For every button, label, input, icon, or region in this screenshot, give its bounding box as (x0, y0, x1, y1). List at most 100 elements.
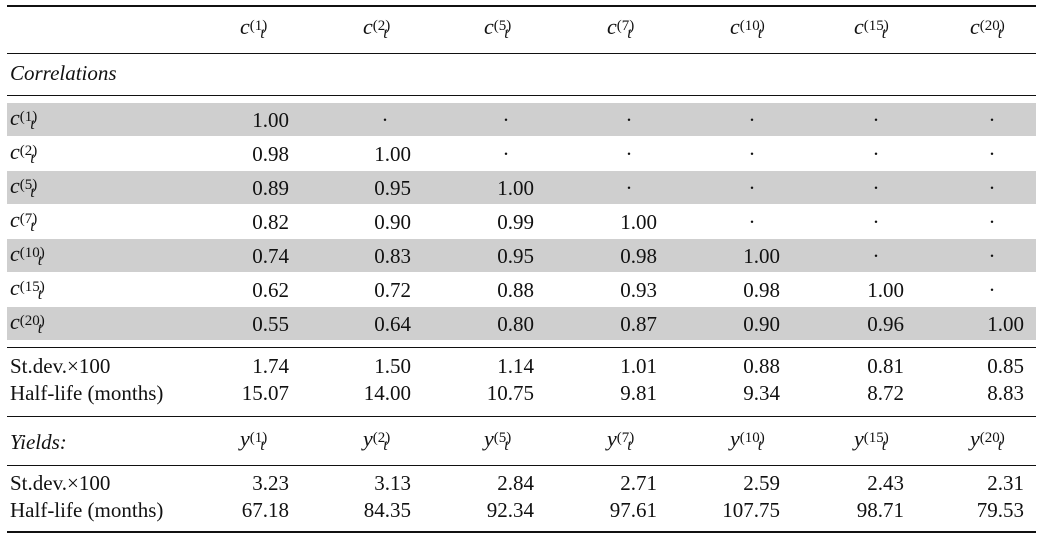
yield-stat-cell: 3.23 (252, 471, 289, 495)
factor-stat-cell: 8.72 (867, 381, 904, 405)
header-col-3: c(5)t (484, 14, 544, 42)
yield-stat-cell: 107.75 (722, 498, 780, 522)
yields-header-row: Yields: y(1)t y(2)t y(5)t y(7)t y(10)t y(15)t y… (7, 420, 1036, 464)
correlation-cell: 0.89 (252, 176, 289, 200)
yield-stat-row: Half-life (months) 67.18 84.35 92.34 97.61 10… (7, 498, 1036, 524)
header-col-2-sub: t (383, 25, 388, 42)
yields-col-3-sub: t (504, 437, 509, 454)
correlation-cell: 1.00 (867, 278, 904, 302)
correlation-cell: 0.98 (743, 278, 780, 302)
header-col-7: c(20)t (970, 14, 1030, 42)
correlation-row: c(15)t 0.62 0.72 0.88 0.93 0.98 1.00 · (7, 273, 1036, 306)
correlation-cell: · (502, 108, 510, 132)
yield-stat-cell: 3.13 (374, 471, 411, 495)
header-col-7-sup: (20) (979, 18, 1005, 34)
yields-title: Yields: (10, 430, 67, 454)
header-col-6-sup: (15) (863, 18, 889, 34)
yields-col-5-base: y (730, 426, 740, 451)
correlation-cell: 0.95 (497, 244, 534, 268)
header-col-3-sup: (5) (493, 18, 512, 34)
yields-col-6-sub: t (881, 437, 887, 454)
correlation-cell: · (988, 176, 996, 200)
correlation-cell: · (872, 244, 880, 268)
yields-col-4: y(7)t (607, 426, 667, 454)
top-rule (7, 5, 1036, 7)
yields-col-4-sup: (7) (616, 430, 635, 446)
yields-col-2-base: y (363, 426, 373, 451)
row-label-4: c(7)t (10, 207, 37, 235)
yields-col-2-sub: t (383, 437, 388, 454)
row-label-4-base: c (10, 207, 20, 232)
header-col-7-sub: t (997, 25, 1003, 42)
header-col-6-base: c (854, 14, 864, 39)
correlations-caption-row: Correlations (7, 58, 1036, 88)
factor-stat-label: Half-life (months) (10, 381, 164, 405)
correlation-row: c(2)t 0.98 1.00 · · · · · (7, 137, 1036, 170)
yield-stat-cell: 2.43 (867, 471, 904, 495)
correlation-cell: 0.99 (497, 210, 534, 234)
header-col-1-base: c (240, 14, 250, 39)
factor-stat-cell: 0.81 (867, 354, 904, 378)
row-label-2-sup: (2) (19, 143, 38, 159)
row-label-6: c(15)t (10, 275, 45, 303)
row-label-6-sub: t (37, 286, 43, 303)
yield-stat-label: St.dev.×100 (10, 471, 111, 495)
row-label-3-sub: t (30, 184, 35, 201)
correlation-cell: · (872, 176, 880, 200)
correlation-cell: 0.96 (867, 312, 904, 336)
correlation-row: c(20)t 0.55 0.64 0.80 0.87 0.90 0.96 1.00 (7, 307, 1036, 340)
factor-stat-cell: 1.74 (252, 354, 289, 378)
correlation-cell: 1.00 (252, 108, 289, 132)
factor-stat-row: Half-life (months) 15.07 14.00 10.75 9.81 9.3… (7, 381, 1036, 407)
yields-rule (7, 416, 1036, 418)
factor-stat-label: St.dev.×100 (10, 354, 111, 378)
header-col-4-sup: (7) (616, 18, 635, 34)
correlation-cell: 0.55 (252, 312, 289, 336)
correlation-cell: 0.80 (497, 312, 534, 336)
yields-col-4-base: y (607, 426, 617, 451)
row-label-2-sub: t (30, 150, 35, 167)
header-col-4-sub: t (627, 25, 632, 42)
header-col-2-base: c (363, 14, 373, 39)
correlations-rule (7, 95, 1036, 97)
row-label-1-base: c (10, 105, 20, 130)
yield-stat-cell: 2.84 (497, 471, 534, 495)
row-label-6-sup: (15) (19, 279, 45, 295)
factor-stat-cell: 8.83 (987, 381, 1024, 405)
header-col-1-sub: t (260, 25, 265, 42)
factor-stat-cell: 14.00 (363, 381, 411, 405)
yields-col-7-base: y (970, 426, 980, 451)
row-label-2: c(2)t (10, 139, 38, 167)
yields-col-1-base: y (240, 426, 250, 451)
row-label-7-sup: (20) (19, 313, 45, 329)
header-col-5-sub: t (757, 25, 763, 42)
row-label-3-sup: (5) (19, 177, 38, 193)
yields-col-6-base: y (854, 426, 864, 451)
correlation-cell: 0.64 (374, 312, 411, 336)
factor-stat-cell: 1.50 (374, 354, 411, 378)
correlation-cell: 1.00 (743, 244, 780, 268)
yields-col-6-sup: (15) (863, 430, 889, 446)
yields-col-7-sup: (20) (979, 430, 1005, 446)
header-col-1-sup: (1) (249, 18, 268, 34)
yield-stat-cell: 92.34 (486, 498, 534, 522)
correlation-row: c(7)t 0.82 0.90 0.99 1.00 · · · (7, 205, 1036, 238)
yield-stat-cell: 2.31 (987, 471, 1024, 495)
header-col-4-base: c (607, 14, 617, 39)
correlation-cell: · (872, 210, 880, 234)
header-col-5-base: c (730, 14, 740, 39)
yields-col-5-sup: (10) (739, 430, 765, 446)
correlation-cell: 0.90 (743, 312, 780, 336)
yields-stats-rule (7, 465, 1036, 467)
row-label-1-sup: (1) (19, 109, 38, 125)
header-col-6-sub: t (881, 25, 887, 42)
bottom-rule (7, 531, 1036, 533)
yield-stat-cell: 97.61 (609, 498, 657, 522)
yields-col-1-sub: t (260, 437, 265, 454)
correlation-cell: · (872, 108, 880, 132)
stats-rule (7, 347, 1036, 349)
correlation-cell: 1.00 (620, 210, 657, 234)
correlations-title: Correlations (10, 61, 117, 85)
correlation-cell: · (748, 108, 756, 132)
header-col-4: c(7)t (607, 14, 667, 42)
